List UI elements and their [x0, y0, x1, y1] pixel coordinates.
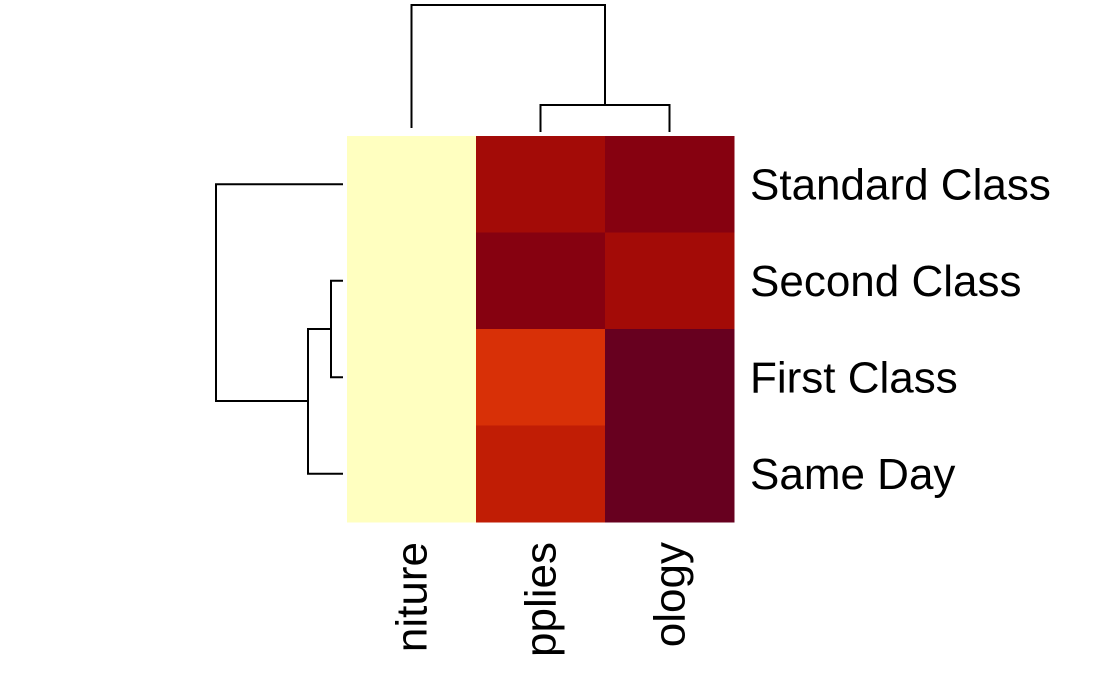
col-dendro-link-furniture-group	[410, 4, 606, 128]
row-label-same-day: Same Day	[750, 450, 955, 499]
heatmap-cell-second-class-technology	[605, 232, 735, 330]
column-labels: niture pplies ology	[388, 542, 695, 657]
heatmap-cell-second-class-furniture	[347, 232, 477, 330]
heatmap-cell-first-class-furniture	[347, 329, 477, 426]
col-dendro-link-office-supplies-technology	[539, 104, 671, 132]
row-label-second-class: Second Class	[750, 257, 1021, 306]
column-dendrogram	[410, 4, 671, 132]
heatmap-cell-same-day-furniture	[347, 425, 477, 523]
heatmap-cell-same-day-office-supplies	[476, 425, 606, 523]
row-dendrogram	[215, 183, 343, 475]
heatmap-cell-first-class-office-supplies	[476, 329, 606, 426]
column-label-office-supplies: pplies	[517, 542, 566, 657]
heatmap-cells	[347, 136, 735, 523]
heatmap-cell-first-class-technology	[605, 329, 735, 426]
heatmap-cell-standard-class-technology	[605, 136, 735, 233]
row-dendro-link-standard-class	[215, 183, 343, 402]
heatmap-cell-same-day-technology	[605, 425, 735, 523]
row-dendro-link-second-first	[330, 279, 343, 379]
heatmap-cell-second-class-office-supplies	[476, 232, 606, 330]
column-label-furniture: niture	[388, 542, 437, 652]
row-label-first-class: First Class	[750, 353, 958, 402]
heatmap-cell-standard-class-furniture	[347, 136, 477, 233]
heatmap-cell-standard-class-office-supplies	[476, 136, 606, 233]
dendrograms	[215, 4, 671, 475]
column-label-technology: ology	[646, 542, 695, 647]
row-labels: Standard Class Second Class First Class Sam…	[750, 160, 1051, 499]
row-label-standard-class: Standard Class	[750, 160, 1051, 209]
row-dendro-link-same-day	[307, 328, 343, 475]
